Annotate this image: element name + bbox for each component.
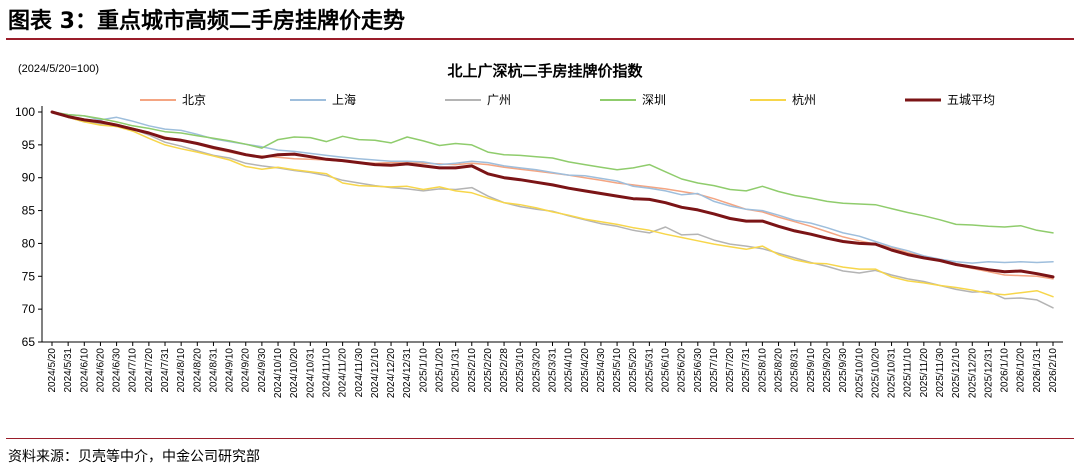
x-tick-label: 2024/6/30 bbox=[112, 348, 123, 393]
x-tick-label: 2025/5/10 bbox=[612, 348, 623, 393]
x-tick-label: 2025/7/10 bbox=[709, 348, 720, 393]
x-tick-label: 2025/2/28 bbox=[499, 348, 510, 393]
x-tick-label: 2025/5/20 bbox=[628, 348, 639, 393]
x-tick-label: 2025/12/20 bbox=[967, 348, 978, 398]
legend-label-深圳: 深圳 bbox=[642, 93, 666, 107]
x-tick-label: 2024/5/31 bbox=[63, 348, 74, 393]
x-tick-label: 2025/1/10 bbox=[418, 348, 429, 393]
footer-divider bbox=[6, 438, 1074, 439]
chart-figure-title: 图表 3：重点城市高频二手房挂牌价走势 bbox=[8, 9, 405, 34]
x-tick-label: 2025/10/20 bbox=[870, 348, 881, 398]
legend-label-广州: 广州 bbox=[487, 93, 511, 107]
x-tick-label: 2026/1/10 bbox=[1000, 348, 1011, 393]
series-line-杭州 bbox=[51, 111, 1054, 298]
x-tick-label: 2024/8/31 bbox=[208, 348, 219, 393]
x-tick-label: 2025/12/10 bbox=[951, 348, 962, 398]
x-tick-label: 2025/4/30 bbox=[596, 348, 607, 393]
x-tick-label: 2024/11/30 bbox=[354, 348, 365, 398]
line-chart: (2024/5/20=100) 北上广深杭二手房挂牌价指数 北京 上海 广州 深圳 杭州… bbox=[15, 62, 1063, 398]
legend-label-五城平均: 五城平均 bbox=[947, 93, 995, 107]
x-tick-label: 2025/3/31 bbox=[548, 348, 559, 393]
x-tick-label: 2025/1/20 bbox=[434, 348, 445, 393]
x-tick-label: 2024/11/10 bbox=[321, 348, 332, 398]
x-tick-label: 2025/4/10 bbox=[564, 348, 575, 393]
x-tick-label: 2025/9/30 bbox=[838, 348, 849, 393]
y-tick-label: 80 bbox=[22, 236, 36, 250]
y-tick-label: 65 bbox=[22, 335, 36, 349]
x-tick-label: 2024/5/20 bbox=[47, 348, 58, 393]
x-tick-label: 2025/3/20 bbox=[531, 348, 542, 393]
x-tick-label: 2024/10/20 bbox=[289, 348, 300, 398]
y-tick-label: 75 bbox=[22, 269, 36, 283]
legend-label-杭州: 杭州 bbox=[792, 92, 816, 107]
x-tick-label: 2025/3/10 bbox=[515, 348, 526, 393]
series-layer bbox=[50, 110, 1055, 309]
x-tick-label: 2026/1/31 bbox=[1032, 348, 1043, 393]
x-tick-label: 2025/9/20 bbox=[822, 348, 833, 393]
x-tick-label: 2024/11/20 bbox=[338, 348, 349, 398]
x-tick-label: 2026/1/20 bbox=[1016, 348, 1027, 393]
x-tick-label: 2025/2/10 bbox=[467, 348, 478, 393]
x-tick-label: 2025/1/31 bbox=[451, 348, 462, 393]
chart-title: 北上广深杭二手房挂牌价指数 bbox=[447, 62, 643, 80]
x-tick-label: 2025/10/10 bbox=[854, 348, 865, 398]
series-line-深圳 bbox=[51, 111, 1054, 234]
series-line-五城平均 bbox=[50, 110, 1055, 279]
x-tick-label: 2025/11/30 bbox=[935, 348, 946, 398]
x-tick-label: 2024/8/20 bbox=[192, 348, 203, 393]
x-tick-label: 2025/2/20 bbox=[483, 348, 494, 393]
x-tick-label: 2024/7/10 bbox=[128, 348, 139, 393]
series-line-上海 bbox=[51, 111, 1054, 264]
legend-label-上海: 上海 bbox=[332, 92, 356, 107]
x-tick-label: 2024/10/10 bbox=[273, 348, 284, 398]
y-tick-label: 70 bbox=[22, 302, 36, 316]
x-tick-label: 2025/9/10 bbox=[806, 348, 817, 393]
x-tick-label: 2024/6/20 bbox=[95, 348, 106, 393]
x-axis: 2024/5/20 2024/5/31 2024/6/10 2024/6/20 2024… bbox=[42, 341, 1063, 398]
x-tick-label: 2025/8/31 bbox=[790, 348, 801, 393]
y-tick-label: 95 bbox=[22, 138, 36, 152]
x-tick-label: 2025/6/30 bbox=[693, 348, 704, 393]
x-tick-label: 2025/11/10 bbox=[903, 348, 914, 398]
x-tick-label: 2025/5/31 bbox=[644, 348, 655, 393]
chart-legend: 北京 上海 广州 深圳 杭州 五城平均 bbox=[140, 92, 995, 107]
legend-label-北京: 北京 bbox=[182, 93, 206, 107]
x-tick-label: 2024/8/10 bbox=[176, 348, 187, 393]
x-tick-label: 2025/6/20 bbox=[677, 348, 688, 393]
x-tick-label: 2024/9/20 bbox=[241, 348, 252, 393]
x-tick-label: 2025/4/20 bbox=[580, 348, 591, 393]
x-tick-label: 2024/7/31 bbox=[160, 348, 171, 393]
y-axis: 65 70 75 80 85 90 95 100 bbox=[15, 105, 43, 349]
x-tick-label: 2026/2/10 bbox=[1048, 348, 1059, 393]
x-tick-label: 2025/11/20 bbox=[919, 348, 930, 398]
x-tick-label: 2025/6/10 bbox=[661, 348, 672, 393]
x-tick-label: 2025/7/31 bbox=[741, 348, 752, 393]
header-divider bbox=[6, 38, 1074, 40]
y-tick-label: 100 bbox=[15, 105, 35, 119]
x-tick-label: 2025/12/31 bbox=[983, 348, 994, 398]
x-tick-label: 2024/12/20 bbox=[386, 348, 397, 398]
y-tick-label: 85 bbox=[22, 204, 36, 218]
x-tick-label: 2024/10/31 bbox=[305, 348, 316, 398]
source-note: 资料来源：贝壳等中介，中金公司研究部 bbox=[8, 449, 260, 465]
x-tick-label: 2024/9/30 bbox=[257, 348, 268, 393]
y-tick-label: 90 bbox=[22, 171, 36, 185]
x-tick-label: 2024/9/10 bbox=[225, 348, 236, 393]
chart-unit-note: (2024/5/20=100) bbox=[18, 63, 99, 75]
x-tick-label: 2024/12/10 bbox=[370, 348, 381, 398]
series-line-广州 bbox=[51, 111, 1054, 309]
x-tick-label: 2025/8/20 bbox=[774, 348, 785, 393]
x-tick-label: 2024/7/20 bbox=[144, 348, 155, 393]
x-tick-label: 2025/7/20 bbox=[725, 348, 736, 393]
x-tick-label: 2025/8/10 bbox=[757, 348, 768, 393]
x-tick-label: 2025/10/31 bbox=[887, 348, 898, 398]
x-tick-label: 2024/12/31 bbox=[402, 348, 413, 398]
x-tick-label: 2024/6/10 bbox=[79, 348, 90, 393]
